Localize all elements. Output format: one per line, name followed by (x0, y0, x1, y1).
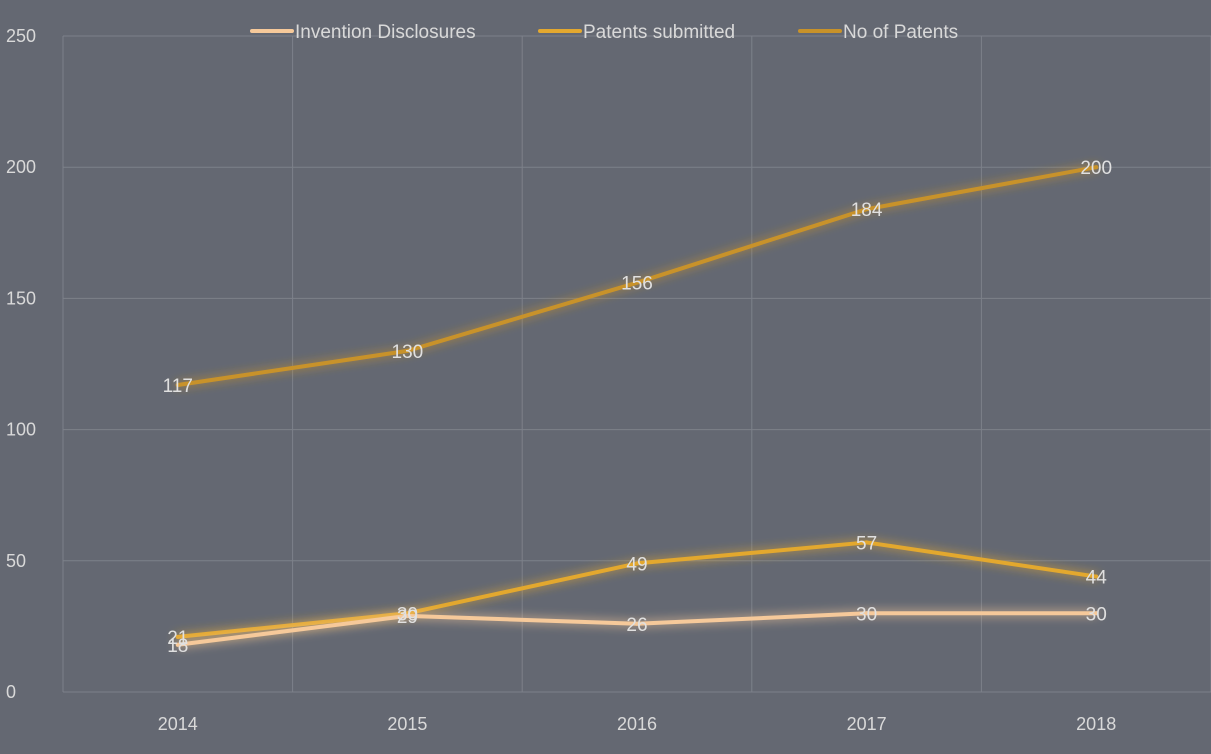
data-label: 156 (621, 274, 653, 295)
legend-item-1[interactable]: Patents submitted (538, 22, 735, 43)
data-point (864, 207, 869, 212)
data-point (635, 621, 639, 626)
legend: Invention Disclosures Patents submitted No… (250, 22, 958, 43)
data-label: 30 (397, 604, 418, 625)
data-label: 49 (626, 554, 647, 575)
data-label: 18 (167, 636, 188, 657)
data-point (1094, 574, 1099, 579)
data-label: 30 (1086, 604, 1107, 625)
data-label: 57 (856, 533, 877, 554)
legend-label: No of Patents (843, 22, 958, 43)
data-label: 26 (626, 615, 647, 636)
data-label: 117 (163, 376, 193, 397)
legend-label: Patents submitted (583, 22, 735, 43)
data-point (175, 634, 180, 639)
data-point (405, 613, 410, 618)
x-tick-label: 2016 (617, 714, 657, 734)
data-label: 184 (851, 200, 883, 221)
y-tick-label: 50 (6, 551, 26, 571)
data-label: 21 (167, 628, 188, 649)
data-label: 30 (856, 604, 877, 625)
y-tick-label: 0 (6, 682, 16, 702)
data-point (405, 348, 410, 353)
axes: 0 50 100 150 200 250 2014 2015 2016 2017 2018 (6, 26, 1116, 734)
data-point (635, 280, 639, 285)
grid (62, 35, 1211, 693)
y-tick-label: 200 (6, 157, 36, 177)
legend-item-0[interactable]: Invention Disclosures (250, 22, 476, 43)
data-label: 29 (397, 607, 418, 628)
x-tick-label: 2014 (158, 714, 198, 734)
data-point (175, 382, 180, 387)
data-point (635, 561, 639, 566)
x-tick-label: 2015 (387, 714, 427, 734)
series-group (175, 165, 1099, 647)
data-point (864, 540, 869, 545)
data-label: 130 (392, 342, 424, 363)
y-tick-label: 150 (6, 288, 36, 308)
data-label: 200 (1080, 158, 1112, 179)
legend-item-2[interactable]: No of Patents (798, 22, 958, 43)
x-tick-label: 2017 (847, 714, 887, 734)
data-point (1094, 611, 1099, 616)
data-point (175, 642, 180, 647)
data-point (1094, 165, 1099, 170)
y-tick-label: 100 (6, 420, 36, 440)
data-point (864, 611, 869, 616)
legend-label: Invention Disclosures (295, 22, 476, 43)
x-tick-label: 2018 (1076, 714, 1116, 734)
data-labels: 18 29 26 30 30 21 30 49 57 44 117 130 156 184 200 (163, 158, 1112, 657)
data-label: 44 (1086, 568, 1108, 589)
y-tick-label: 250 (6, 26, 36, 46)
